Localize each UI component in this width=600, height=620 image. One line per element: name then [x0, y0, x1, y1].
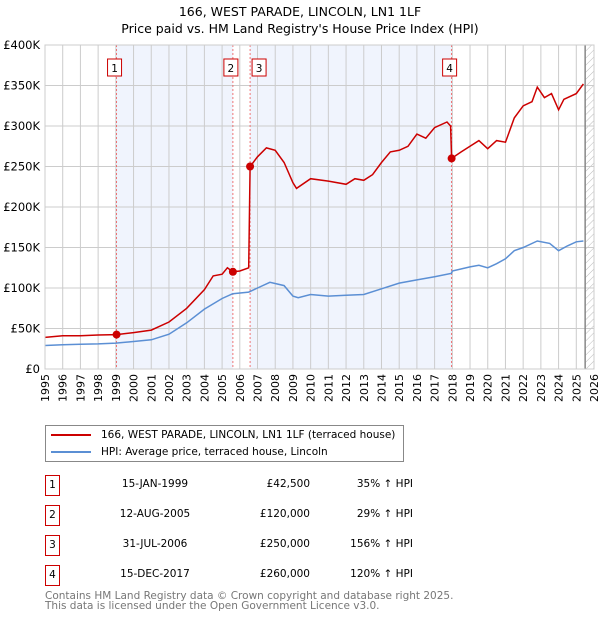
sale-marker-label: 2	[228, 63, 235, 75]
x-tick-label: 2016	[411, 374, 424, 402]
sale-row: 3 31-JUL-2006 £250,000 156% ↑ HPI	[45, 535, 465, 556]
x-tick-label: 2026	[588, 374, 600, 402]
sale-hpi-diff: 29% ↑ HPI	[356, 508, 413, 520]
x-tick-label: 2011	[322, 374, 335, 402]
chart-title: 166, WEST PARADE, LINCOLN, LN1 1LF	[178, 4, 422, 19]
sale-date: 12-AUG-2005	[119, 508, 191, 520]
legend-item-property: 166, WEST PARADE, LINCOLN, LN1 1LF (terr…	[51, 427, 395, 443]
x-tick-label: 2024	[553, 374, 566, 402]
sale-marker-box	[223, 58, 239, 77]
y-tick-label: £50K	[11, 322, 41, 336]
chart-subtitle: Price paid vs. HM Land Registry's House …	[121, 21, 479, 36]
sale-marker-badge: 1	[45, 475, 60, 496]
legend: 166, WEST PARADE, LINCOLN, LN1 1LF (terr…	[45, 425, 404, 462]
x-tick-label: 2023	[535, 374, 548, 402]
y-tick-label: £250K	[3, 160, 40, 174]
x-tick-label: 2006	[234, 374, 247, 402]
x-tick-label: 2000	[128, 374, 141, 402]
x-tick-label: 2001	[145, 374, 158, 402]
sale-price: £120,000	[259, 508, 310, 520]
sale-marker-badge: 3	[45, 535, 60, 556]
x-tick-label: 1997	[74, 374, 87, 402]
x-tick-label: 2022	[517, 374, 530, 402]
x-tick-label: 2025	[570, 374, 583, 402]
x-tick-label: 2008	[269, 374, 282, 402]
x-tick-label: 2020	[482, 374, 495, 402]
sale-marker-badge: 4	[45, 565, 60, 586]
y-tick-label: £350K	[3, 79, 40, 93]
x-tick-label: 2021	[499, 374, 512, 402]
x-tick-label: 2019	[464, 374, 477, 402]
legend-item-hpi: HPI: Average price, terraced house, Linc…	[51, 444, 328, 460]
y-tick-label: £100K	[3, 281, 40, 295]
sale-hpi-diff: 156% ↑ HPI	[350, 538, 413, 550]
footer-licence: This data is licensed under the Open Gov…	[45, 600, 380, 612]
x-tick-label: 1999	[110, 374, 123, 402]
price-chart: 1995 1996 1997 1998 1999 2000 2001 2002 2003 2004…	[3, 38, 600, 402]
sale-point	[112, 330, 121, 339]
x-tick-label: 2005	[216, 374, 229, 402]
y-tick-label: £0	[25, 362, 40, 376]
series-line	[44, 240, 584, 347]
sale-row: 2 12-AUG-2005 £120,000 29% ↑ HPI	[45, 505, 465, 526]
legend-swatch	[51, 451, 91, 453]
sale-marker-label: 3	[256, 63, 263, 75]
y-tick-label: £400K	[3, 38, 40, 52]
footer-copyright: Contains HM Land Registry data © Crown c…	[45, 590, 454, 602]
x-tick-label: 2014	[375, 374, 388, 402]
x-tick-label: 2012	[340, 374, 353, 402]
sale-row: 4 15-DEC-2017 £260,000 120% ↑ HPI	[45, 565, 465, 586]
x-tick-label: 2015	[393, 374, 406, 402]
series-line	[44, 83, 585, 339]
sale-date: 31-JUL-2006	[122, 538, 188, 550]
y-tick-label: £200K	[3, 200, 40, 214]
plot-frame	[44, 44, 595, 370]
legend-label: 166, WEST PARADE, LINCOLN, LN1 1LF (terr…	[101, 429, 396, 441]
x-tick-label: 2009	[287, 374, 300, 402]
sale-marker-label: 4	[446, 63, 453, 75]
sale-date: 15-DEC-2017	[120, 568, 190, 580]
sale-point	[246, 162, 255, 171]
x-tick-label: 2002	[163, 374, 176, 402]
legend-swatch	[51, 434, 91, 436]
sale-hpi-diff: 120% ↑ HPI	[350, 568, 413, 580]
x-tick-label: 1998	[92, 374, 105, 402]
sale-marker-box	[442, 58, 458, 77]
x-tick-label: 1996	[57, 374, 70, 402]
sale-point	[447, 154, 456, 163]
sale-date: 15-JAN-1999	[121, 478, 189, 490]
y-tick-label: £150K	[3, 241, 40, 255]
sale-hpi-diff: 35% ↑ HPI	[356, 478, 413, 490]
x-tick-label: 2003	[181, 374, 194, 402]
x-tick-label: 2017	[429, 374, 442, 402]
sale-marker-box	[107, 58, 123, 77]
legend-label: HPI: Average price, terraced house, Linc…	[101, 446, 328, 458]
x-tick-label: 2007	[252, 374, 265, 402]
sale-marker-label: 1	[111, 63, 118, 75]
y-tick-label: £300K	[3, 119, 40, 133]
sale-point	[228, 267, 237, 276]
x-tick-label: 2004	[198, 374, 211, 402]
x-tick-label: 1995	[39, 374, 52, 402]
x-tick-label: 2018	[446, 374, 459, 402]
sale-price: £250,000	[259, 538, 310, 550]
sale-marker-badge: 2	[45, 505, 60, 526]
x-tick-label: 2013	[358, 374, 371, 402]
x-tick-label: 2010	[305, 374, 318, 402]
sale-price: £42,500	[266, 478, 310, 490]
sale-marker-box	[251, 58, 267, 77]
sale-price: £260,000	[259, 568, 310, 580]
sale-row: 1 15-JAN-1999 £42,500 35% ↑ HPI	[45, 475, 465, 496]
